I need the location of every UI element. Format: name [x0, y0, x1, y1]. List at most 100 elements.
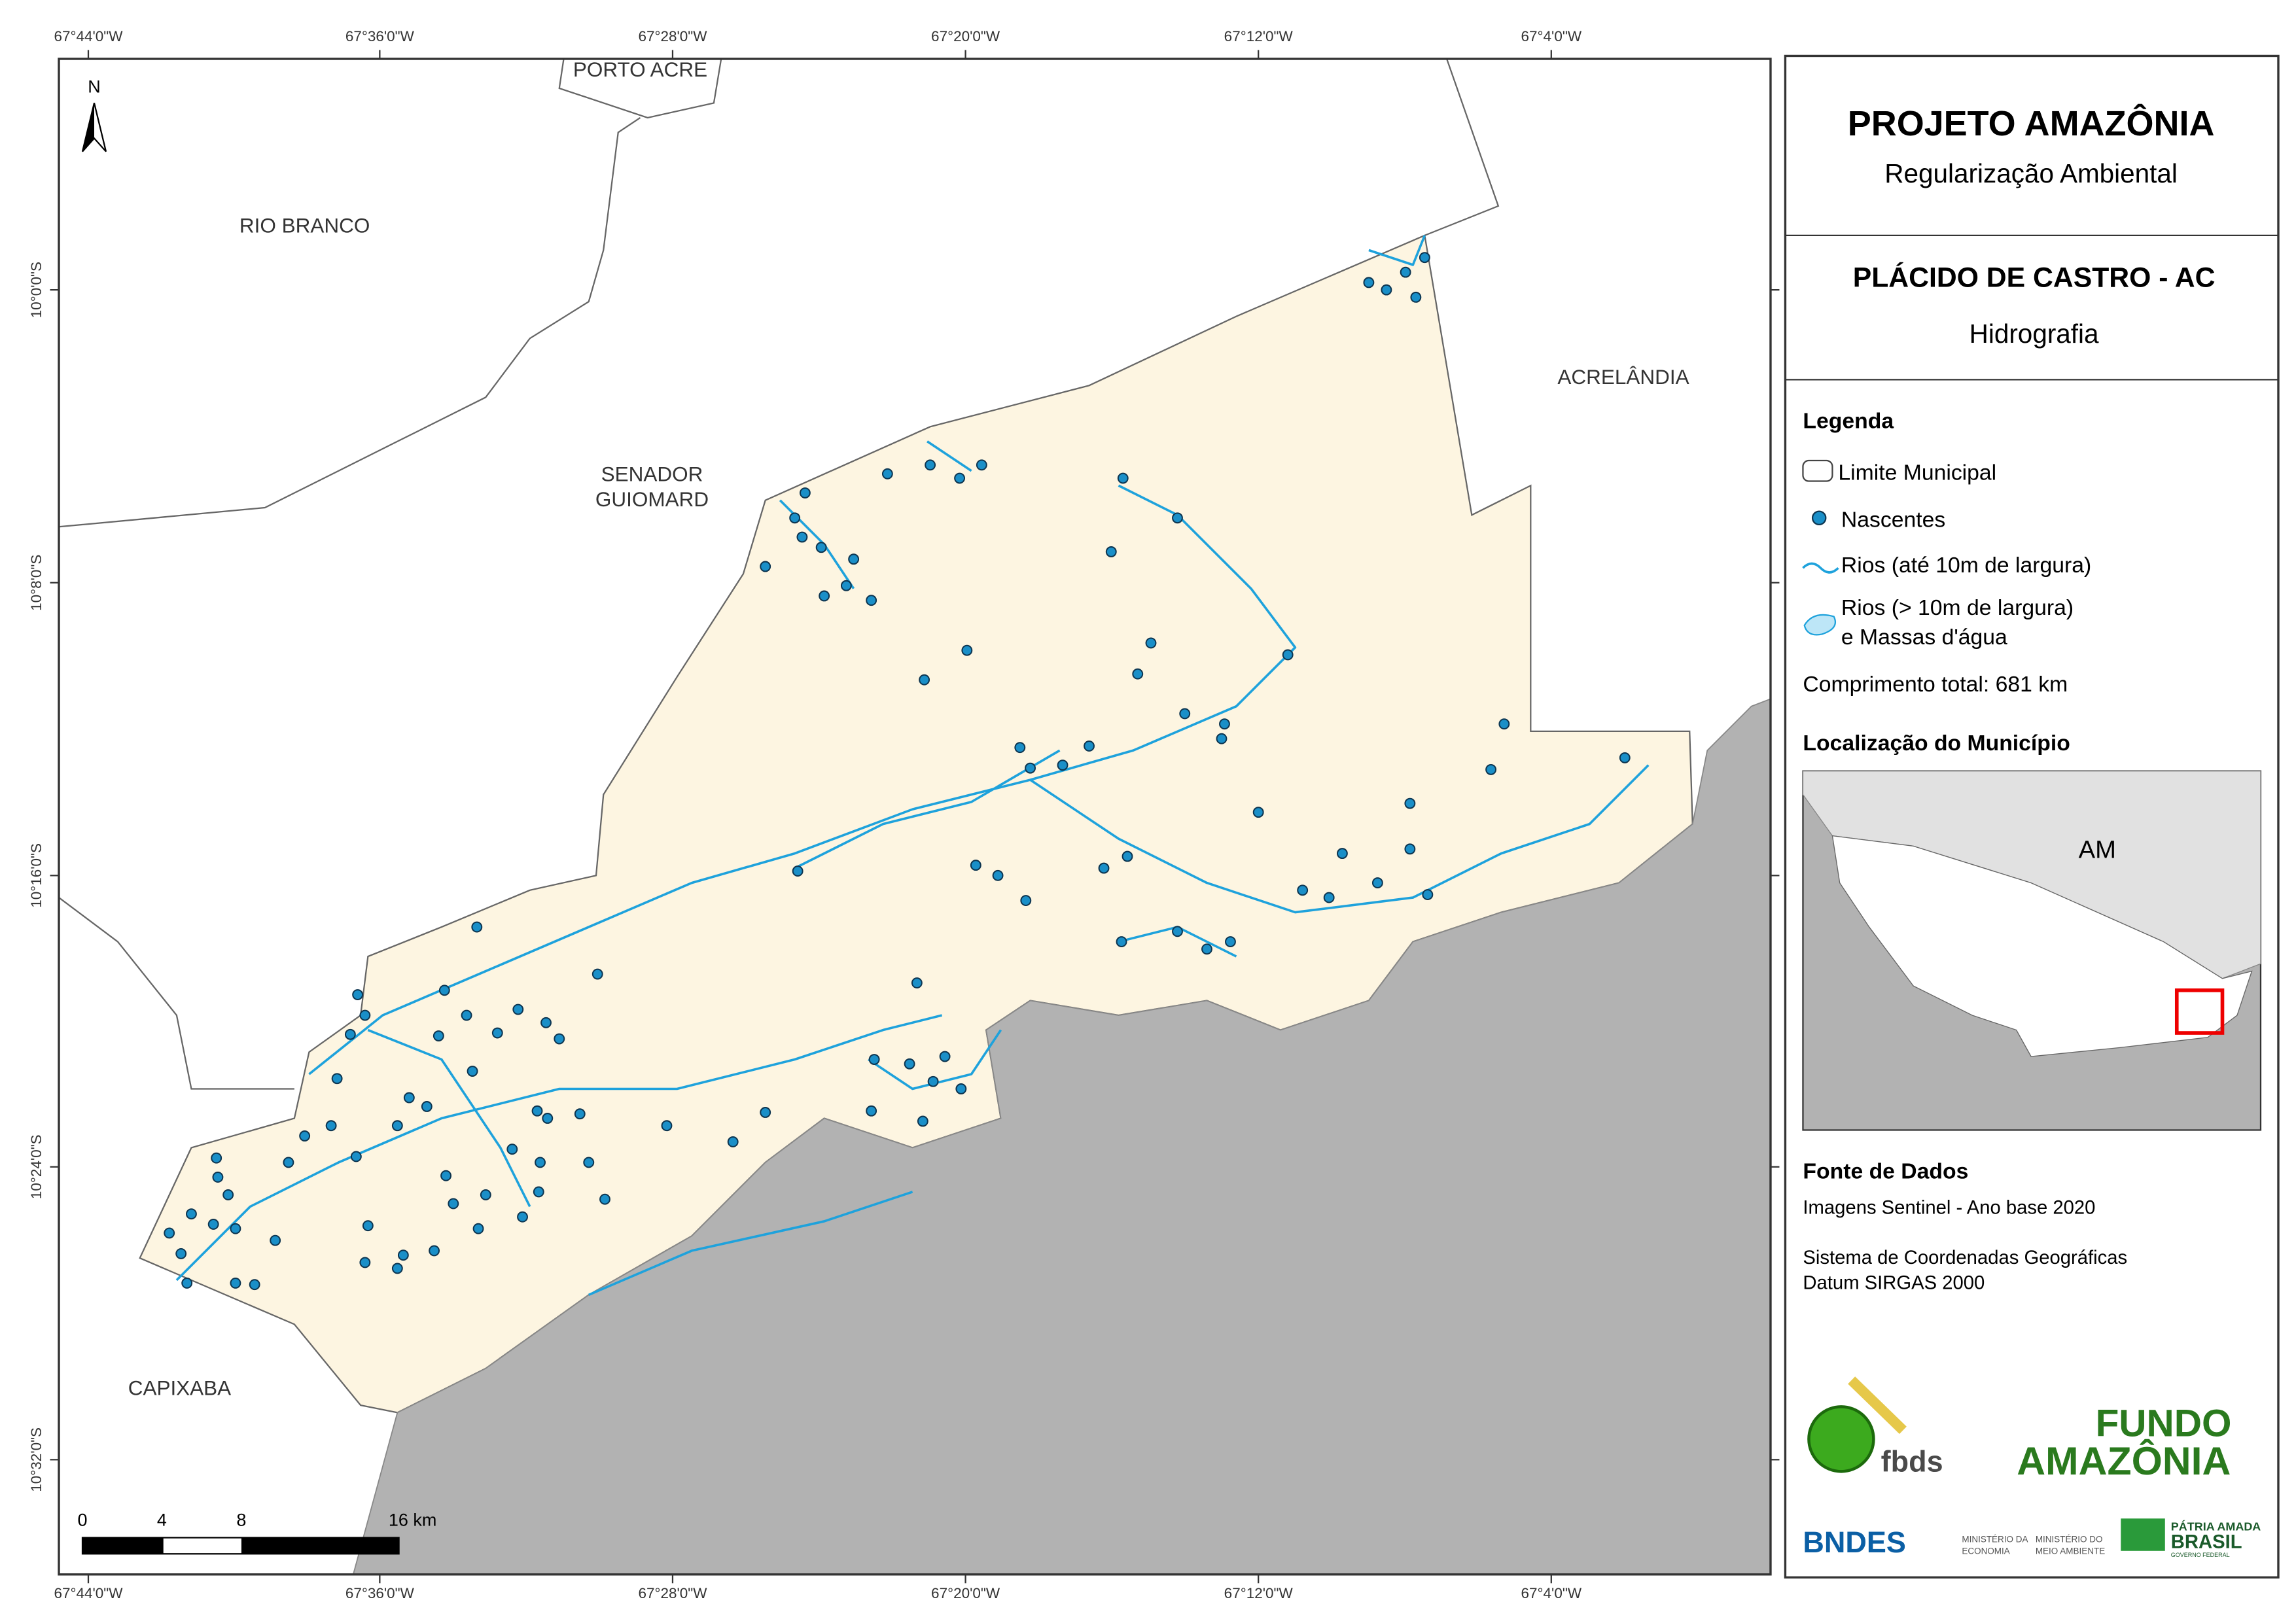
- title: PROJETO AMAZÔNIA: [1848, 103, 2215, 143]
- spring: [517, 1211, 528, 1223]
- spring: [1363, 277, 1375, 288]
- spring: [471, 921, 483, 933]
- inset-state: [1831, 835, 2253, 1057]
- spring: [359, 1257, 371, 1268]
- spring: [1145, 637, 1157, 649]
- logo-text: MEIO AMBIENTE: [2036, 1546, 2105, 1556]
- spring: [792, 865, 804, 877]
- spring: [815, 542, 827, 553]
- spring: [1105, 546, 1117, 557]
- longitude-label: 67°36'0"W: [345, 28, 415, 44]
- spring: [391, 1263, 403, 1274]
- longitude-label: 67°4'0"W: [1521, 1585, 1582, 1601]
- spring: [1336, 848, 1348, 860]
- spring: [574, 1108, 586, 1120]
- municipality: PLÁCIDO DE CASTRO - AC: [1853, 262, 2216, 294]
- map-frame: PORTO ACRE RIO BRANCO SENADOR GUIOMARD A…: [28, 28, 1780, 1601]
- spring: [939, 1051, 951, 1062]
- spring: [440, 1170, 452, 1181]
- logo-text: fbds: [1881, 1444, 1943, 1478]
- boundary: [1424, 58, 1500, 236]
- spring: [789, 512, 801, 524]
- spring: [661, 1120, 673, 1132]
- spring: [391, 1120, 403, 1132]
- spring: [760, 1107, 771, 1118]
- latitude-label: 10°0'0"S: [28, 262, 44, 318]
- spring: [1498, 718, 1510, 730]
- rivers: [175, 235, 1650, 1297]
- spring: [542, 1113, 554, 1124]
- spring: [1485, 763, 1497, 775]
- inset-label: AM: [2079, 835, 2116, 864]
- spring: [1201, 943, 1212, 955]
- spring: [1282, 649, 1294, 661]
- logo-text: BNDES: [1803, 1526, 1905, 1559]
- spring: [207, 1218, 219, 1230]
- spring: [583, 1157, 595, 1168]
- spring: [911, 977, 923, 988]
- legend-item: Rios (> 10m de largura): [1841, 595, 2074, 620]
- spring: [461, 1009, 472, 1021]
- scale-label: 0: [77, 1510, 87, 1530]
- spring: [533, 1186, 544, 1198]
- spring: [472, 1223, 484, 1234]
- spring: [540, 1017, 552, 1028]
- river: [588, 1191, 913, 1297]
- spring: [1225, 936, 1236, 947]
- longitude-label: 67°28'0"W: [638, 28, 707, 44]
- legend-swatch: [1803, 614, 1837, 636]
- spring: [397, 1249, 409, 1261]
- spring: [1084, 740, 1095, 752]
- spring: [249, 1279, 260, 1291]
- longitude-label: 67°20'0"W: [931, 28, 1000, 44]
- spring: [403, 1092, 415, 1104]
- spring: [1381, 284, 1392, 296]
- legend-swatch: [1802, 459, 1833, 482]
- spring: [1404, 797, 1416, 809]
- spring: [554, 1033, 565, 1045]
- spring: [904, 1058, 915, 1070]
- spring: [212, 1172, 224, 1183]
- spring: [917, 1115, 928, 1127]
- inset-locator: [2174, 988, 2225, 1035]
- spring: [175, 1248, 187, 1259]
- latitude-label: 10°24'0"S: [28, 1134, 44, 1199]
- spring: [1297, 884, 1309, 896]
- logo-text: FUNDO: [2096, 1402, 2232, 1444]
- spring: [866, 595, 877, 606]
- longitude-label: 67°44'0"W: [54, 1585, 123, 1601]
- spring: [919, 674, 930, 686]
- legend-item: Limite Municipal: [1838, 460, 1996, 485]
- boundary: [558, 58, 722, 119]
- spring: [1216, 733, 1227, 744]
- spring: [429, 1245, 440, 1257]
- map-border: [58, 58, 1772, 1576]
- spring: [1179, 708, 1191, 720]
- spring: [164, 1227, 175, 1239]
- spring: [760, 561, 771, 572]
- source-line: Datum SIRGAS 2000: [1803, 1272, 1985, 1293]
- spring: [1122, 850, 1133, 862]
- place-label: GUIOMARD: [595, 487, 709, 511]
- source-title: Fonte de Dados: [1803, 1159, 1968, 1184]
- spring: [1410, 291, 1422, 303]
- spring: [433, 1030, 444, 1041]
- scale-bar: [82, 1537, 164, 1554]
- spring: [1252, 807, 1264, 818]
- spring: [531, 1105, 543, 1117]
- source-line: Imagens Sentinel - Ano base 2020: [1803, 1198, 2095, 1219]
- spring: [491, 1027, 503, 1039]
- spring: [992, 869, 1004, 881]
- spring: [467, 1066, 478, 1077]
- spring: [1619, 752, 1631, 763]
- spring: [1172, 926, 1183, 937]
- spring: [448, 1198, 459, 1210]
- spring: [1116, 936, 1127, 947]
- logo-text: MINISTÉRIO DO: [2036, 1534, 2103, 1544]
- logo-mark: [2121, 1518, 2165, 1551]
- spring: [362, 1220, 374, 1232]
- latitude-label: 10°8'0"S: [28, 555, 44, 611]
- spring: [1057, 759, 1069, 771]
- logo-mark: [1807, 1405, 1875, 1473]
- spring: [506, 1143, 518, 1155]
